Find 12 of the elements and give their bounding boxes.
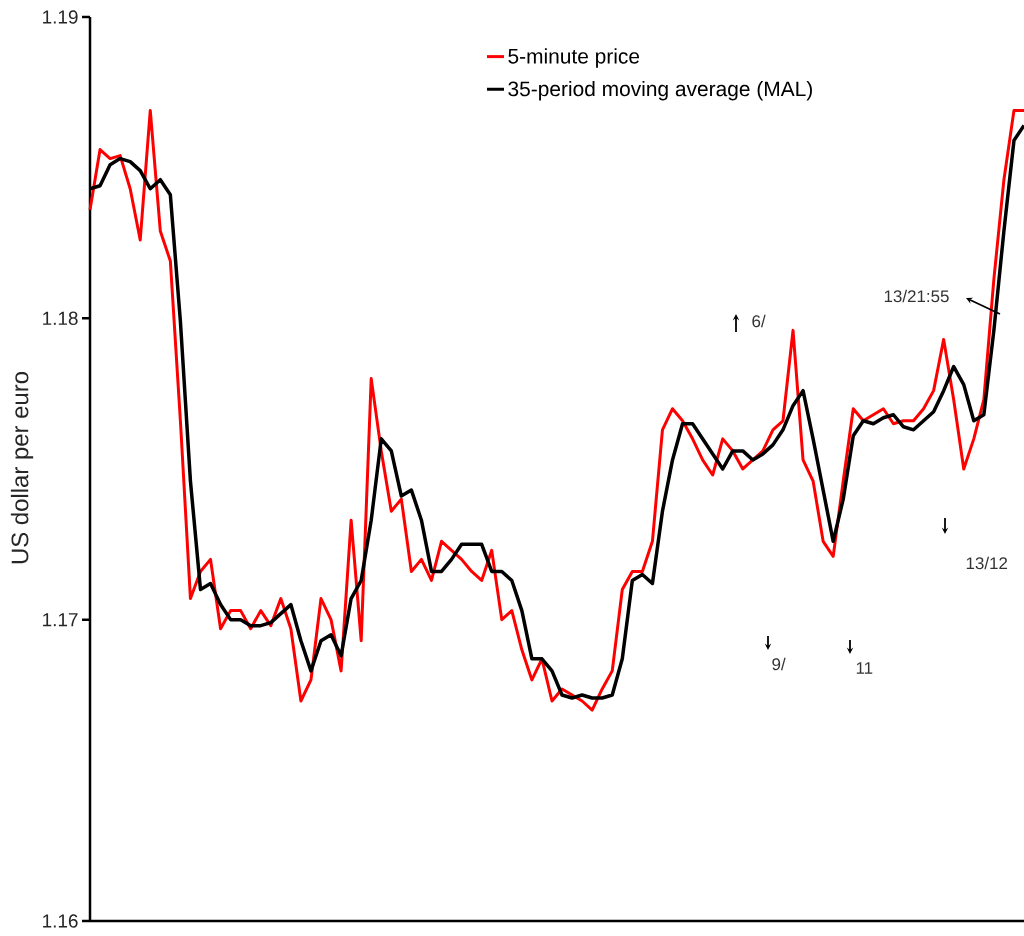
y-tick-label: 1.16 bbox=[43, 914, 78, 928]
annotation: 9/ bbox=[772, 657, 786, 671]
y-tick-label: 1.18 bbox=[43, 311, 78, 326]
legend-label: 5-minute price bbox=[508, 48, 640, 68]
y-axis-title: US dollar per euro bbox=[10, 372, 34, 564]
y-tick-label: 1.19 bbox=[43, 10, 78, 24]
annotation: 6/ bbox=[752, 314, 766, 328]
y-tick-label: 1.17 bbox=[43, 613, 78, 627]
annotation: 13/12 bbox=[966, 556, 1008, 570]
annotation: 11 bbox=[856, 662, 873, 674]
annotation: 13/21:55 bbox=[884, 289, 949, 303]
legend-label: 35-period moving average (MAL) bbox=[508, 80, 812, 101]
